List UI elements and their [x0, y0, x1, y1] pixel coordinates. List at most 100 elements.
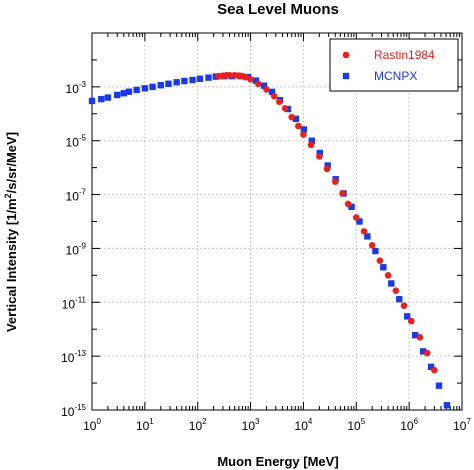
x-tick-exponent: 6 — [414, 417, 419, 426]
y-tick-base: 10 — [66, 190, 80, 204]
rastin1984-point — [384, 272, 392, 279]
x-tick-exponent: 5 — [361, 417, 366, 426]
rastin1984-point — [276, 98, 283, 106]
rastin1984-point — [300, 131, 307, 138]
mcnpx-point — [133, 86, 140, 94]
rastin1984-point — [431, 366, 438, 374]
x-tick-label: 102 — [189, 417, 207, 433]
rastin1984-point — [344, 200, 352, 208]
mcnpx-point — [88, 97, 96, 105]
x-tick-base: 10 — [400, 419, 414, 433]
x-tick-label: 103 — [242, 417, 260, 433]
rastin1984-point — [331, 178, 339, 186]
mcnpx-point — [404, 313, 411, 320]
rastin1984-point — [392, 287, 400, 294]
legend-marker — [342, 51, 350, 59]
chart-title: Sea Level Muons — [217, 1, 339, 18]
y-axis-label: Vertical Intensity [1/m2/s/sr/MeV] — [3, 132, 19, 332]
y-axis-label-prefix: Vertical Intensity [1/m — [4, 198, 19, 332]
mcnpx-point — [141, 85, 149, 92]
y-tick-label: 10-15 — [61, 403, 86, 419]
mcnpx-point — [165, 80, 172, 87]
mcnpx-point — [149, 83, 156, 91]
x-tick-exponent: 2 — [202, 417, 207, 426]
mcnpx-point — [372, 247, 379, 255]
y-tick-base: 10 — [61, 351, 75, 365]
rastin1984-point — [316, 153, 323, 160]
rastin1984-point — [408, 317, 415, 325]
y-tick-exponent: -11 — [75, 295, 87, 304]
mcnpx-point — [324, 162, 331, 169]
x-tick-exponent: 4 — [308, 417, 313, 426]
y-tick-exponent: -9 — [79, 241, 87, 250]
x-tick-exponent: 1 — [149, 417, 154, 426]
rastin1984-point — [254, 80, 262, 88]
mcnpx-point — [173, 79, 180, 86]
mcnpx-point — [308, 137, 315, 144]
mcnpx-point — [98, 95, 105, 103]
mcnpx-point — [114, 91, 121, 99]
rastin1984-point — [376, 257, 384, 265]
x-tick-base: 10 — [189, 419, 203, 433]
x-tick-exponent: 7 — [466, 417, 471, 426]
x-tick-label: 100 — [83, 417, 101, 433]
mcnpx-point — [348, 203, 355, 211]
y-tick-label: 10-7 — [66, 188, 87, 204]
mcnpx-point — [427, 363, 435, 371]
mcnpx-point — [388, 280, 395, 287]
mcnpx-point — [268, 88, 276, 96]
y-tick-exponent: -7 — [79, 188, 87, 197]
mcnpx-point — [292, 115, 300, 123]
y-tick-label: 10-3 — [66, 80, 87, 96]
y-tick-exponent: -3 — [79, 80, 87, 89]
mcnpx-point — [443, 402, 451, 409]
x-axis-label: Muon Energy [MeV] — [217, 454, 338, 469]
x-tick-base: 10 — [136, 419, 150, 433]
rastin1984-point — [242, 73, 249, 81]
mcnpx-point — [157, 82, 164, 89]
mcnpx-point — [435, 382, 443, 389]
x-tick-label: 107 — [453, 417, 471, 433]
mcnpx-point — [205, 74, 212, 81]
legend-items: Rastin1984 MCNPX — [342, 48, 435, 83]
y-tick-base: 10 — [66, 243, 80, 257]
y-tick-label: 10-5 — [66, 134, 87, 150]
mcnpx-point — [104, 94, 112, 101]
rastin1984-point — [368, 242, 376, 249]
mcnpx-point — [189, 76, 196, 84]
rastin1984-point — [295, 122, 302, 130]
x-tick-label: 105 — [347, 417, 365, 433]
y-tick-label: 10-9 — [66, 241, 87, 257]
x-tick-base: 10 — [347, 419, 361, 433]
mcnpx-point — [380, 264, 387, 271]
y-tick-base: 10 — [66, 82, 80, 96]
rastin1984-point — [288, 113, 296, 121]
y-axis-label-suffix: /s/sr/MeV] — [4, 132, 19, 193]
grid — [92, 33, 462, 410]
rastin1984-point — [360, 228, 368, 235]
rastin1984-point — [226, 71, 233, 79]
y-tick-label: 10-13 — [61, 349, 86, 365]
mcnpx-point — [252, 77, 260, 84]
mcnpx-point — [120, 90, 128, 97]
mcnpx-point — [260, 82, 268, 89]
x-tick-exponent: 0 — [96, 417, 101, 426]
x-tick-base: 10 — [295, 419, 309, 433]
mcnpx-point — [181, 77, 188, 85]
legend: Rastin1984 MCNPX — [329, 38, 459, 92]
y-tick-base: 10 — [62, 297, 76, 311]
x-tick-label: 101 — [136, 417, 154, 433]
rastin1984-point — [339, 190, 346, 197]
rastin1984-point — [400, 302, 408, 309]
y-tick-exponent: -13 — [74, 349, 86, 358]
rastin1984-point — [323, 165, 331, 173]
rastin1984-point — [416, 334, 424, 341]
y-tick-label: 10-11 — [62, 295, 87, 311]
data-points — [88, 71, 451, 409]
y-tick-exponent: -15 — [74, 403, 86, 412]
x-tick-exponent: 3 — [255, 417, 260, 426]
mcnpx-point — [356, 218, 363, 225]
rastin1984-point — [352, 214, 360, 221]
tick-labels: 100 101 102 103 104 105 106 10710-310-510-710-9… — [61, 80, 471, 433]
